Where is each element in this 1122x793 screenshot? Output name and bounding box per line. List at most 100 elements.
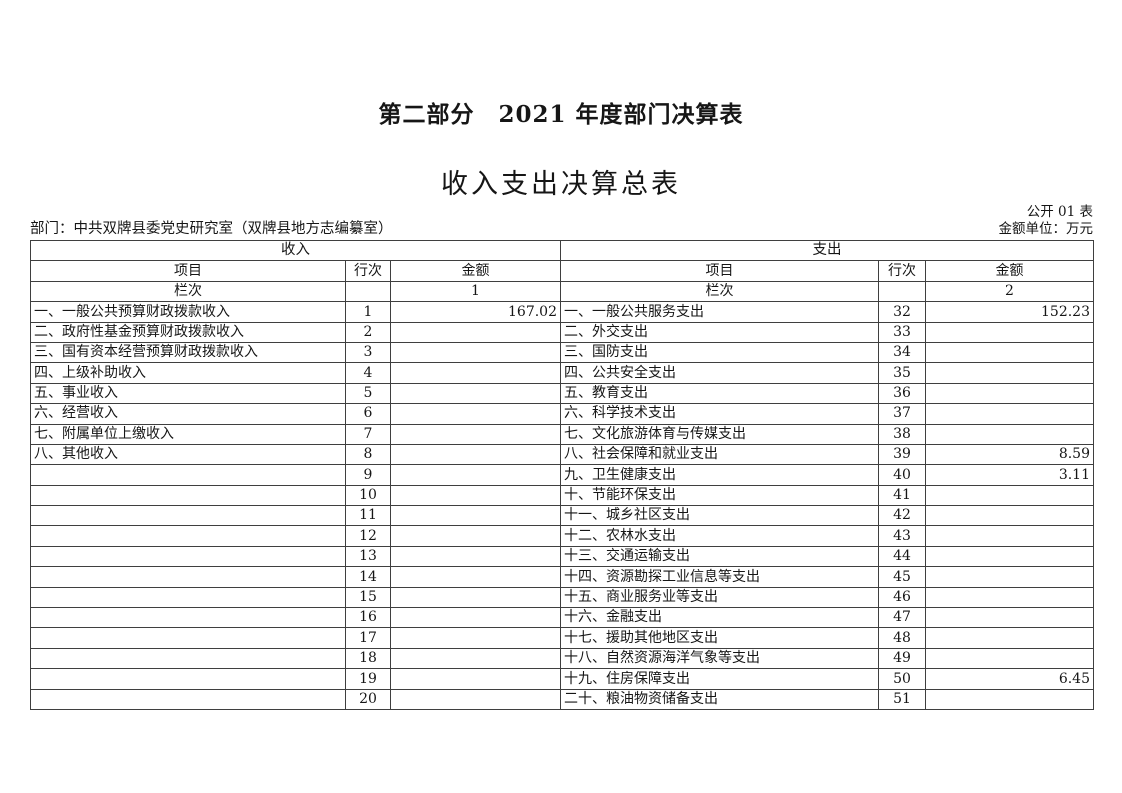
income-line-cell: 13 — [345, 545, 391, 568]
part-title: 第二部分 2021 年度部门决算表 — [378, 101, 744, 128]
expenditure-amount-cell: 3.11 — [925, 464, 1094, 486]
income-amount-cell: 167.02 — [390, 301, 561, 323]
income-column-row-blank — [345, 280, 391, 303]
income-item-header: 项目 — [30, 260, 346, 282]
income-amount-cell — [390, 403, 561, 425]
income-line-cell: 4 — [345, 362, 391, 384]
table-row: 14 十四、资源勘探工业信息等支出 45 — [30, 566, 1094, 588]
income-item-cell: 四、上级补助收入 — [30, 362, 346, 384]
income-amount-cell — [390, 505, 561, 527]
expenditure-amount-cell: 6.45 — [925, 668, 1094, 690]
table-row: 10 十、节能环保支出 41 — [30, 484, 1094, 507]
income-line-cell: 16 — [345, 607, 391, 629]
column-header-row: 项目 行次 金额 项目 行次 金额 — [30, 260, 1094, 282]
income-item-cell — [30, 647, 346, 670]
income-line-cell: 2 — [345, 321, 391, 343]
expenditure-line-cell: 37 — [878, 403, 926, 425]
income-item-cell: 三、国有资本经营预算财政拨款收入 — [30, 341, 346, 364]
income-amount-cell — [390, 423, 561, 445]
income-item-cell — [30, 484, 346, 507]
income-line-cell: 5 — [345, 382, 391, 405]
expenditure-item-cell: 十三、交通运输支出 — [560, 545, 879, 568]
income-amount-cell — [390, 566, 561, 588]
expenditure-amount-cell — [925, 647, 1094, 670]
expenditure-item-cell: 二、外交支出 — [560, 321, 879, 343]
income-item-cell — [30, 525, 346, 547]
expenditure-line-cell: 51 — [878, 688, 926, 710]
expenditure-item-cell: 十五、商业服务业等支出 — [560, 586, 879, 609]
expenditure-line-cell: 35 — [878, 362, 926, 384]
table-body: 一、一般公共预算财政拨款收入 1 167.02 一、一般公共服务支出 32 152.23 二… — [30, 301, 1094, 710]
income-line-header: 行次 — [345, 260, 391, 282]
income-line-cell: 3 — [345, 341, 391, 364]
expenditure-amount-cell — [925, 525, 1094, 547]
income-line-cell: 9 — [345, 464, 391, 486]
expenditure-item-cell: 十、节能环保支出 — [560, 484, 879, 507]
income-column-row-label: 栏次 — [30, 280, 346, 303]
income-item-cell — [30, 545, 346, 568]
expenditure-item-cell: 八、社会保障和就业支出 — [560, 443, 879, 466]
income-item-cell: 七、附属单位上缴收入 — [30, 423, 346, 445]
table-row: 七、附属单位上缴收入 7 七、文化旅游体育与传媒支出 38 — [30, 423, 1094, 445]
income-item-cell: 八、其他收入 — [30, 443, 346, 466]
income-amount-cell — [390, 607, 561, 629]
income-line-cell: 19 — [345, 668, 391, 690]
expenditure-line-header: 行次 — [878, 260, 926, 282]
income-item-cell — [30, 668, 346, 690]
income-section-header: 收入 — [30, 239, 561, 262]
income-item-cell — [30, 566, 346, 588]
income-item-cell: 一、一般公共预算财政拨款收入 — [30, 301, 346, 323]
income-amount-cell — [390, 382, 561, 405]
income-amount-cell — [390, 525, 561, 547]
income-item-cell — [30, 688, 346, 710]
table-row: 15 十五、商业服务业等支出 46 — [30, 586, 1094, 609]
income-amount-cell — [390, 443, 561, 466]
expenditure-amount-cell — [925, 607, 1094, 629]
expenditure-item-cell: 十八、自然资源海洋气象等支出 — [560, 647, 879, 670]
expenditure-amount-cell — [925, 423, 1094, 445]
expenditure-line-cell: 43 — [878, 525, 926, 547]
unit-note: 金额单位：万元 — [998, 221, 1094, 237]
expenditure-item-cell: 十六、金融支出 — [560, 607, 879, 629]
income-line-cell: 7 — [345, 423, 391, 445]
expenditure-line-cell: 36 — [878, 382, 926, 405]
expenditure-item-cell: 十一、城乡社区支出 — [560, 505, 879, 527]
expenditure-amount-cell — [925, 403, 1094, 425]
expenditure-item-cell: 三、国防支出 — [560, 341, 879, 364]
expenditure-amount-cell — [925, 545, 1094, 568]
income-amount-cell — [390, 464, 561, 486]
department-line: 部门：中共双牌县委党史研究室（双牌县地方志编纂室） — [30, 221, 393, 237]
expenditure-line-cell: 39 — [878, 443, 926, 466]
expenditure-section-header: 支出 — [560, 239, 1094, 262]
table-row: 三、国有资本经营预算财政拨款收入 3 三、国防支出 34 — [30, 341, 1094, 364]
expenditure-item-cell: 二十、粮油物资储备支出 — [560, 688, 879, 710]
table-row: 9 九、卫生健康支出 40 3.11 — [30, 464, 1094, 486]
income-item-cell — [30, 464, 346, 486]
table-row: 12 十二、农林水支出 43 — [30, 525, 1094, 547]
income-amount-cell — [390, 627, 561, 649]
column-index-row: 栏次 1 栏次 2 — [30, 280, 1094, 303]
expenditure-amount-cell — [925, 566, 1094, 588]
expenditure-amount-cell — [925, 505, 1094, 527]
income-line-cell: 18 — [345, 647, 391, 670]
income-line-cell: 8 — [345, 443, 391, 466]
expenditure-line-cell: 33 — [878, 321, 926, 343]
income-line-cell: 20 — [345, 688, 391, 710]
income-item-cell — [30, 607, 346, 629]
expenditure-amount-cell — [925, 382, 1094, 405]
expenditure-item-cell: 十四、资源勘探工业信息等支出 — [560, 566, 879, 588]
table-row: 17 十七、援助其他地区支出 48 — [30, 627, 1094, 649]
expenditure-item-cell: 七、文化旅游体育与传媒支出 — [560, 423, 879, 445]
income-line-cell: 12 — [345, 525, 391, 547]
expenditure-amount-cell — [925, 627, 1094, 649]
income-amount-cell — [390, 341, 561, 364]
expenditure-item-cell: 六、科学技术支出 — [560, 403, 879, 425]
table-row: 五、事业收入 5 五、教育支出 36 — [30, 382, 1094, 405]
expenditure-column-row-blank — [878, 280, 926, 303]
expenditure-amount-cell — [925, 362, 1094, 384]
table-row: 一、一般公共预算财政拨款收入 1 167.02 一、一般公共服务支出 32 152.23 — [30, 301, 1094, 323]
table-row: 18 十八、自然资源海洋气象等支出 49 — [30, 647, 1094, 670]
expenditure-line-cell: 49 — [878, 647, 926, 670]
expenditure-line-cell: 44 — [878, 545, 926, 568]
